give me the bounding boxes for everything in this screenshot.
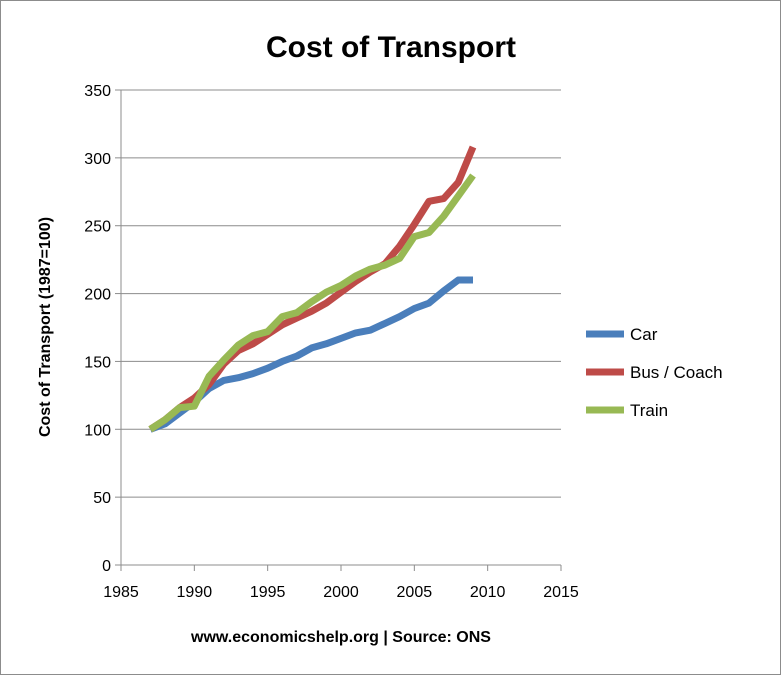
y-tick-label: 50	[93, 490, 111, 507]
y-tick-label: 100	[84, 422, 111, 439]
x-tick-label: 2005	[397, 584, 433, 601]
x-tick-label: 2015	[543, 584, 579, 601]
legend: Car Bus / Coach Train	[586, 325, 723, 420]
y-tick-label: 250	[84, 219, 111, 236]
y-tick-label: 300	[84, 151, 111, 168]
chart-title: Cost of Transport	[266, 31, 516, 64]
y-axis-ticks: 0 50 100 150 200 250 300 350	[84, 83, 121, 575]
x-axis-ticks: 1985 1990 1995 2000 2005 2010 2015	[103, 565, 579, 601]
axes	[120, 90, 561, 566]
x-tick-label: 1985	[103, 584, 139, 601]
y-axis-title: Cost of Transport (1987=100)	[37, 217, 54, 437]
legend-label-train: Train	[630, 401, 668, 420]
series-line-train	[148, 173, 476, 433]
x-tick-label: 2010	[470, 584, 506, 601]
y-tick-label: 0	[102, 558, 111, 575]
x-tick-label: 1990	[177, 584, 213, 601]
series-line-bus-coach	[148, 145, 477, 433]
y-tick-label: 200	[84, 287, 111, 304]
x-axis-title: www.economicshelp.org | Source: ONS	[190, 629, 491, 646]
series-lines	[148, 145, 477, 433]
x-tick-label: 1995	[250, 584, 286, 601]
y-tick-label: 150	[84, 354, 111, 371]
x-tick-label: 2000	[323, 584, 359, 601]
y-tick-label: 350	[84, 83, 111, 100]
legend-label-bus-coach: Bus / Coach	[630, 363, 723, 382]
legend-label-car: Car	[630, 325, 658, 344]
gridlines	[121, 89, 561, 498]
